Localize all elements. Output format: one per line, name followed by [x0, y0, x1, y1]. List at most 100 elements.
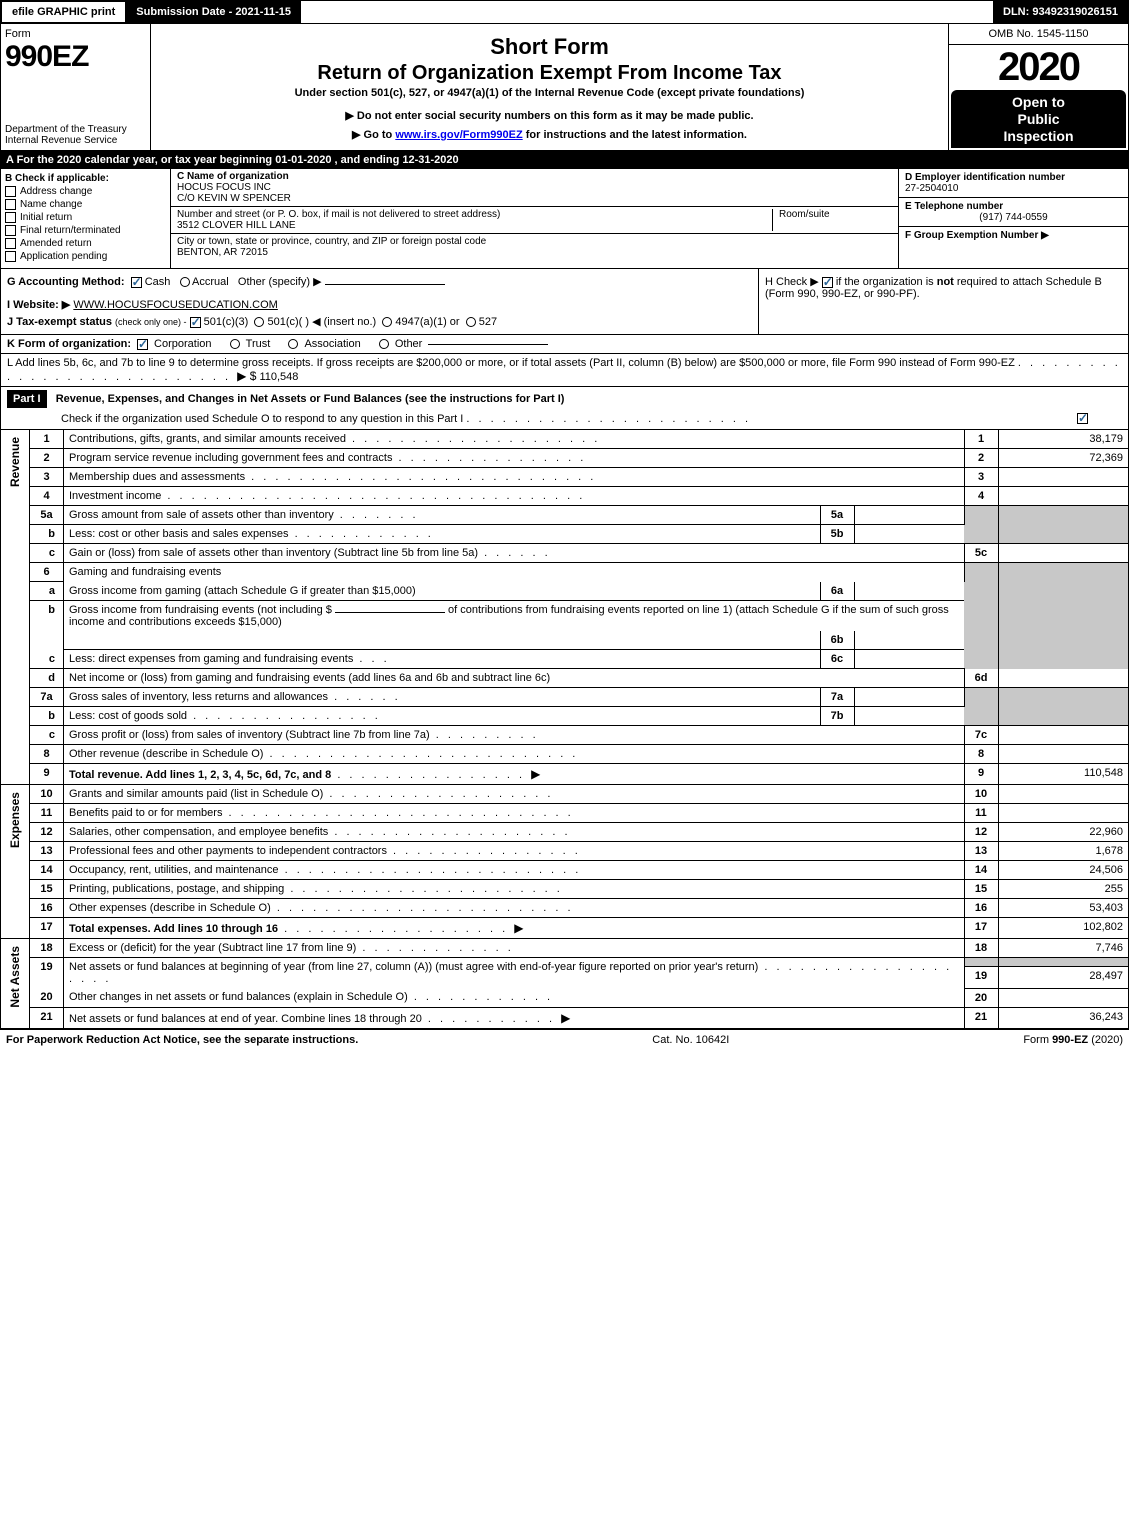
goto-notice: ▶ Go to www.irs.gov/Form990EZ for instru…: [159, 128, 940, 141]
l6c-mini: 6c: [820, 650, 854, 669]
l9-col: 9: [964, 764, 998, 785]
lbl-final-return: Final return/terminated: [20, 225, 121, 236]
col-h: H Check ▶ if the organization is not req…: [758, 269, 1128, 334]
l14-val: 24,506: [998, 861, 1128, 880]
l5a-desc: Gross amount from sale of assets other t…: [64, 506, 821, 525]
l6-grey-val: [998, 563, 1128, 669]
l15-num: 15: [30, 880, 64, 899]
chk-corporation[interactable]: [137, 339, 148, 350]
other-specify-input[interactable]: [325, 284, 445, 285]
part1-title: Revenue, Expenses, and Changes in Net As…: [56, 393, 565, 405]
l6b-num: b: [30, 601, 64, 650]
chk-cash[interactable]: [131, 277, 142, 288]
l6b-amount-input[interactable]: [335, 612, 445, 613]
under-section-text: Under section 501(c), 527, or 4947(a)(1)…: [159, 87, 940, 99]
page-footer: For Paperwork Reduction Act Notice, see …: [0, 1030, 1129, 1050]
chk-initial-return[interactable]: [5, 212, 16, 223]
chk-schedule-o[interactable]: [1077, 413, 1088, 424]
revenue-section-label: Revenue: [1, 430, 30, 785]
chk-address-change[interactable]: [5, 186, 16, 197]
l5ab-grey: [964, 506, 998, 544]
chk-final-return[interactable]: [5, 225, 16, 236]
l5b-desc: Less: cost or other basis and sales expe…: [64, 525, 821, 544]
chk-association[interactable]: [288, 339, 298, 349]
l8-col: 8: [964, 745, 998, 764]
l11-val: [998, 804, 1128, 823]
l21-val: 36,243: [998, 1007, 1128, 1028]
l20-desc: Other changes in net assets or fund bala…: [64, 988, 965, 1007]
l6b-mini: 6b: [820, 631, 854, 650]
street-value: 3512 CLOVER HILL LANE: [177, 220, 772, 231]
l19-col: 19: [964, 966, 998, 988]
lbl-initial-return: Initial return: [20, 212, 72, 223]
short-form-title: Short Form: [159, 34, 940, 60]
lbl-501c3: 501(c)(3): [204, 316, 249, 328]
l12-col: 12: [964, 823, 998, 842]
l18-col: 18: [964, 939, 998, 958]
l16-num: 16: [30, 899, 64, 918]
header-center: Short Form Return of Organization Exempt…: [151, 24, 948, 150]
header-right: OMB No. 1545-1150 2020 Open to Public In…: [948, 24, 1128, 150]
netassets-section-label: Net Assets: [1, 939, 30, 1029]
lbl-527: 527: [479, 316, 497, 328]
other-org-input[interactable]: [428, 344, 548, 345]
l8-num: 8: [30, 745, 64, 764]
l10-col: 10: [964, 785, 998, 804]
l3-desc: Membership dues and assessments . . . . …: [64, 468, 965, 487]
e-phone-value: (917) 744-0559: [905, 212, 1122, 223]
irs-link[interactable]: www.irs.gov/Form990EZ: [395, 129, 522, 141]
lbl-association: Association: [304, 338, 360, 350]
chk-application-pending[interactable]: [5, 251, 16, 262]
l14-col: 14: [964, 861, 998, 880]
chk-501c[interactable]: [254, 317, 264, 327]
submission-date-button[interactable]: Submission Date - 2021-11-15: [126, 1, 302, 23]
dln-label: DLN: 93492319026151: [993, 1, 1128, 23]
l21-desc: Net assets or fund balances at end of ye…: [64, 1007, 965, 1028]
l6a-mini-val: [854, 582, 964, 601]
col-b-check-applicable: B Check if applicable: Address change Na…: [1, 169, 171, 268]
efile-graphic-print-button[interactable]: efile GRAPHIC print: [1, 1, 126, 23]
row-a-tax-year: A For the 2020 calendar year, or tax yea…: [0, 151, 1129, 169]
lbl-accrual: Accrual: [192, 276, 229, 288]
lbl-4947: 4947(a)(1) or: [395, 316, 459, 328]
l15-desc: Printing, publications, postage, and shi…: [64, 880, 965, 899]
l21-num: 21: [30, 1007, 64, 1028]
l15-col: 15: [964, 880, 998, 899]
lbl-trust: Trust: [246, 338, 271, 350]
lbl-address-change: Address change: [20, 186, 92, 197]
l6b-desc1: Gross income from fundraising events (no…: [64, 601, 965, 632]
chk-527[interactable]: [466, 317, 476, 327]
part1-header-row: Part I Revenue, Expenses, and Changes in…: [0, 387, 1129, 430]
l6a-desc: Gross income from gaming (attach Schedul…: [64, 582, 821, 601]
l7c-col: 7c: [964, 726, 998, 745]
l7c-num: c: [30, 726, 64, 745]
chk-name-change[interactable]: [5, 199, 16, 210]
l16-desc: Other expenses (describe in Schedule O) …: [64, 899, 965, 918]
dept-irs: Internal Revenue Service: [5, 135, 146, 146]
ssn-notice: ▶ Do not enter social security numbers o…: [159, 109, 940, 122]
l7c-desc: Gross profit or (loss) from sales of inv…: [64, 726, 965, 745]
l20-col: 20: [964, 988, 998, 1007]
l10-desc: Grants and similar amounts paid (list in…: [64, 785, 965, 804]
l5b-mini-val: [854, 525, 964, 544]
chk-other-org[interactable]: [379, 339, 389, 349]
l7b-mini-val: [854, 707, 964, 726]
chk-501c3[interactable]: [190, 317, 201, 328]
l11-desc: Benefits paid to or for members . . . . …: [64, 804, 965, 823]
l7a-mini: 7a: [820, 688, 854, 707]
l7b-num: b: [30, 707, 64, 726]
form-number: 990EZ: [5, 40, 146, 74]
l7ab-grey-val: [998, 688, 1128, 726]
chk-h[interactable]: [822, 277, 833, 288]
chk-accrual[interactable]: [180, 277, 190, 287]
l15-val: 255: [998, 880, 1128, 899]
l10-val: [998, 785, 1128, 804]
l12-val: 22,960: [998, 823, 1128, 842]
l4-num: 4: [30, 487, 64, 506]
header-left: Form 990EZ Department of the Treasury In…: [1, 24, 151, 150]
l6c-desc: Less: direct expenses from gaming and fu…: [64, 650, 821, 669]
chk-trust[interactable]: [230, 339, 240, 349]
chk-amended-return[interactable]: [5, 238, 16, 249]
chk-4947[interactable]: [382, 317, 392, 327]
lbl-cash: Cash: [145, 276, 171, 288]
